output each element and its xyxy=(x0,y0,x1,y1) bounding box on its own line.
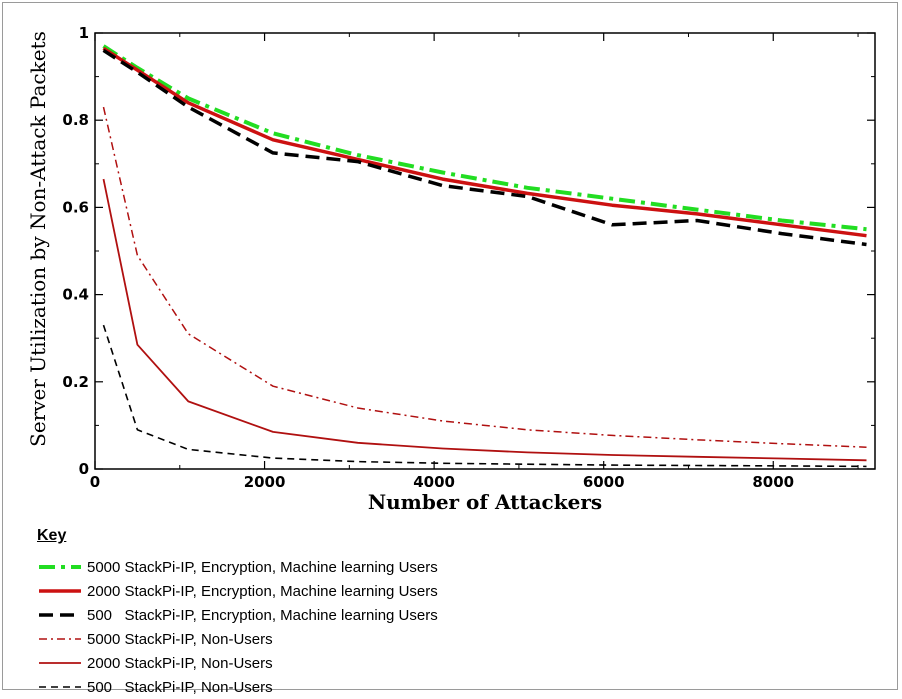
y-tick-label: 0.2 xyxy=(62,373,89,391)
x-tick-label: 4000 xyxy=(413,473,455,491)
plot-area xyxy=(94,32,876,470)
legend-item: 500 StackPi-IP, Non-Users xyxy=(37,675,597,699)
legend-swatch xyxy=(39,613,81,617)
y-tick-label: 0.8 xyxy=(62,111,89,129)
x-tick-label: 2000 xyxy=(244,473,286,491)
y-tick-label: 0.4 xyxy=(62,286,89,304)
line-chart: 0 2000 4000 6000 8000 0 0.2 0.4 0.6 0.8 1 Number o… xyxy=(26,24,876,514)
legend-item: 5000 StackPi-IP, Encryption, Machine lea… xyxy=(37,555,597,579)
legend-title: Key xyxy=(37,527,67,544)
y-axis-title: Server Utilization by Non-Attack Packets xyxy=(26,31,50,447)
legend-swatch xyxy=(39,662,81,664)
legend-swatch xyxy=(39,638,81,640)
legend-swatch xyxy=(39,686,81,688)
plot-border xyxy=(94,32,876,470)
legend-item: 500 StackPi-IP, Encryption, Machine lear… xyxy=(37,603,597,627)
legend-item: 2000 StackPi-IP, Encryption, Machine lea… xyxy=(37,579,597,603)
legend-swatch xyxy=(39,565,81,569)
x-tick-label: 6000 xyxy=(583,473,625,491)
x-axis-title: Number of Attackers xyxy=(368,490,602,514)
x-tick-label: 8000 xyxy=(752,473,794,491)
y-tick-label: 0 xyxy=(79,460,89,478)
series-line-4 xyxy=(102,106,867,448)
legend-item: 5000 StackPi-IP, Non-Users xyxy=(37,627,597,651)
series-layer xyxy=(102,44,867,468)
x-tick-label: 0 xyxy=(90,473,100,491)
series-line-1 xyxy=(102,44,867,232)
legend-label: 500 StackPi-IP, Encryption, Machine lear… xyxy=(87,606,438,624)
legend-label: 5000 StackPi-IP, Encryption, Machine lea… xyxy=(87,558,438,576)
series-line-3 xyxy=(102,48,867,247)
legend-rows: 5000 StackPi-IP, Encryption, Machine lea… xyxy=(37,555,597,699)
series-line-6 xyxy=(102,324,867,468)
legend-label: 2000 StackPi-IP, Non-Users xyxy=(87,654,273,672)
ticks-layer: 0 2000 4000 6000 8000 0 0.2 0.4 0.6 0.8 1 xyxy=(62,24,875,491)
series-line-2 xyxy=(102,46,867,238)
legend: Key 5000 StackPi-IP, Encryption, Machine… xyxy=(37,527,597,699)
series-line-5 xyxy=(102,178,867,462)
legend-label: 2000 StackPi-IP, Encryption, Machine lea… xyxy=(87,582,438,600)
y-tick-label: 0.6 xyxy=(62,198,89,216)
legend-item: 2000 StackPi-IP, Non-Users xyxy=(37,651,597,675)
y-tick-label: 1 xyxy=(79,24,89,42)
legend-label: 500 StackPi-IP, Non-Users xyxy=(87,678,273,696)
legend-swatch xyxy=(39,589,81,593)
legend-label: 5000 StackPi-IP, Non-Users xyxy=(87,630,273,648)
